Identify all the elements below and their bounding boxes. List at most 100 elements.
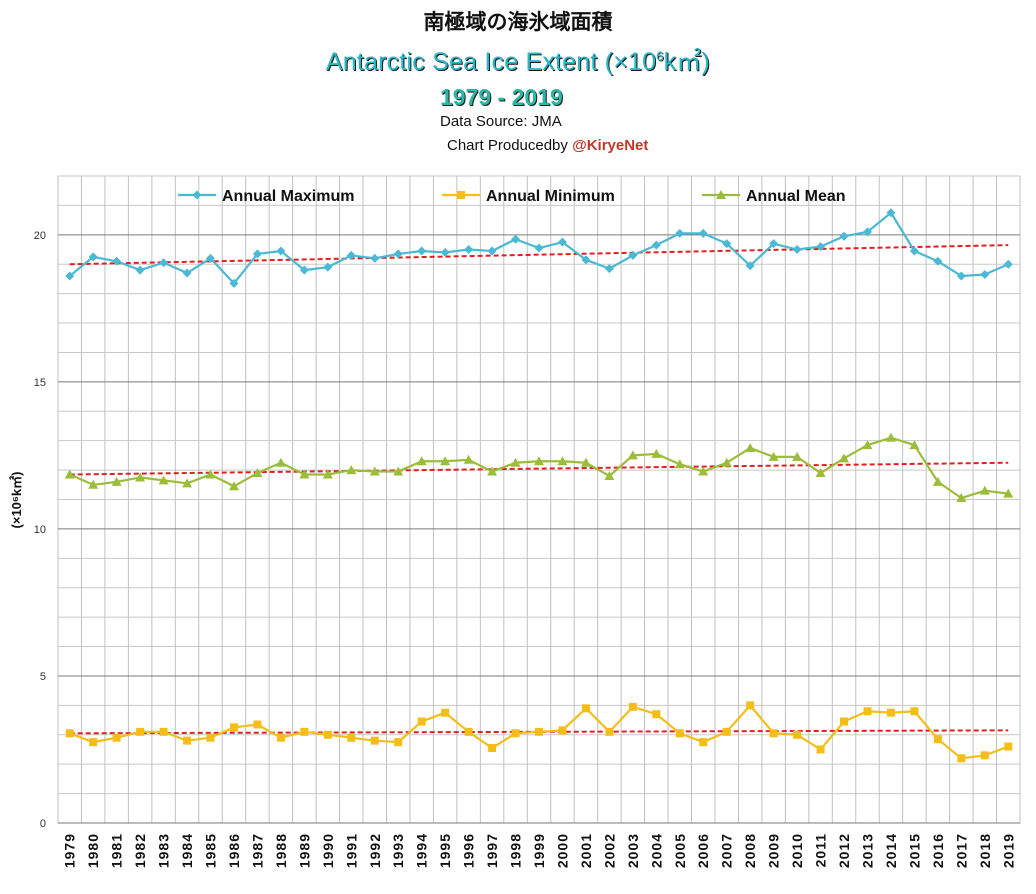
annual-mean-point [721, 457, 732, 467]
annual-maximum-point [393, 249, 403, 259]
annual-maximum-point [182, 268, 192, 278]
x-tick-label: 2005 [672, 833, 688, 868]
annual-minimum-point [746, 701, 755, 710]
title-en-superscript: 6 [656, 48, 664, 64]
annual-mean-point [135, 472, 146, 482]
annual-maximum-point [346, 250, 356, 260]
annual-mean-point [228, 481, 239, 491]
annual-mean-point [299, 469, 310, 479]
annual-maximum-point [722, 239, 732, 249]
annual-maximum-point [839, 231, 849, 241]
annual-mean-point [979, 485, 990, 495]
chart-title-japanese: 南極域の海氷域面積 [423, 10, 613, 34]
annual-minimum-point [910, 707, 919, 716]
annual-mean-point [440, 456, 451, 466]
annual-minimum-point [980, 751, 989, 760]
annual-mean-point [111, 476, 122, 486]
annual-maximum-point [206, 253, 216, 263]
annual-minimum-point [464, 727, 473, 736]
x-tick-label: 1985 [203, 833, 219, 868]
annual-minimum-point [652, 710, 661, 719]
title-en-unit: k㎡) [663, 48, 711, 76]
year-range-label: 1979 - 2019 [440, 84, 563, 110]
annual-minimum-point [581, 704, 590, 713]
annual-minimum-point [769, 729, 778, 738]
trend-line [69, 729, 1009, 735]
annual-minimum-point [863, 707, 872, 716]
annual-mean-point [158, 475, 169, 485]
x-tick-label: 1999 [531, 833, 547, 868]
annual-minimum-point [558, 726, 567, 735]
x-tick-label: 1997 [484, 833, 500, 868]
annual-minimum-point [112, 733, 121, 742]
annual-maximum-point [628, 250, 638, 260]
annual-mean-point [557, 456, 568, 466]
annual-maximum-point [159, 258, 169, 268]
annual-minimum-point [394, 738, 403, 747]
legend-label-annual-minimum: Annual Minimum [486, 188, 615, 205]
axes: 0 5 10 15 20 (×10⁶k㎡) 1979 1980 1981 1982 1983 1984… [9, 230, 1016, 868]
annual-maximum-point [581, 255, 591, 265]
x-tick-label: 1993 [390, 833, 406, 868]
annual-mean-point [627, 450, 638, 460]
x-tick-label: 1979 [62, 833, 78, 868]
x-tick-label: 2001 [578, 833, 594, 868]
x-tick-label: 1990 [320, 833, 336, 868]
annual-maximum-point [909, 246, 919, 256]
x-tick-label: 2018 [977, 833, 993, 868]
annual-mean-point [580, 457, 591, 467]
annual-mean-point [1003, 488, 1014, 498]
title-en-text: Antarctic Sea Ice Extent (×10 [325, 48, 657, 76]
annual-minimum-point [89, 738, 98, 747]
annual-minimum-point [183, 736, 192, 745]
annual-minimum-point [933, 735, 942, 744]
annual-maximum-point [675, 228, 685, 238]
x-tick-label: 2002 [601, 833, 617, 868]
x-tick-label: 2016 [930, 833, 946, 868]
annual-minimum-point [535, 727, 543, 736]
y-tick-label: 5 [40, 671, 46, 683]
annual-mean-point [651, 448, 662, 458]
grid-lines [57, 175, 1021, 824]
annual-maximum-point [135, 265, 145, 275]
annual-minimum-point [370, 736, 379, 745]
credit-handle: @KiryeNet [572, 137, 649, 154]
chart-credit: Chart Producedby @KiryeNet [447, 137, 648, 154]
y-tick-label: 0 [40, 818, 46, 830]
annual-mean-point [674, 459, 685, 469]
annual-minimum-point [488, 744, 497, 753]
annual-maximum-point [1003, 259, 1013, 269]
x-tick-label: 1994 [414, 833, 430, 868]
annual-maximum-point [65, 271, 75, 281]
y-axis-label: (×10⁶k㎡) [9, 472, 24, 529]
legend-marker-annual-maximum [192, 190, 202, 200]
annual-maximum-point [417, 246, 427, 256]
annual-maximum-point [816, 242, 826, 252]
legend-marker-annual-minimum [457, 191, 465, 199]
annual-minimum-point [417, 717, 426, 726]
annual-maximum-point [88, 252, 98, 262]
annual-maximum-point [862, 227, 872, 237]
annual-maximum-point [745, 261, 755, 271]
x-tick-label: 2003 [625, 833, 641, 868]
chart-title-english: Antarctic Sea Ice Extent (×106k㎡) [0, 42, 1036, 78]
annual-minimum-point [628, 702, 637, 711]
annual-mean-point [369, 466, 380, 476]
annual-mean-point [275, 457, 286, 467]
data-series [64, 208, 1014, 763]
annual-minimum-point [276, 733, 285, 742]
x-tick-label: 2012 [836, 833, 852, 868]
annual-mean-point [745, 443, 756, 453]
annual-maximum-point [980, 270, 990, 280]
x-tick-label: 1995 [437, 833, 453, 868]
annual-mean-point [839, 453, 850, 463]
annual-maximum-point [276, 246, 286, 256]
annual-minimum-point [793, 730, 802, 739]
x-tick-label: 1996 [461, 833, 477, 868]
x-tick-label: 1988 [273, 833, 289, 868]
annual-minimum-point [253, 720, 262, 729]
annual-minimum-point [323, 730, 332, 739]
annual-mean-point [604, 470, 615, 480]
x-tick-label: 2015 [906, 833, 922, 868]
annual-minimum-point [840, 717, 849, 726]
